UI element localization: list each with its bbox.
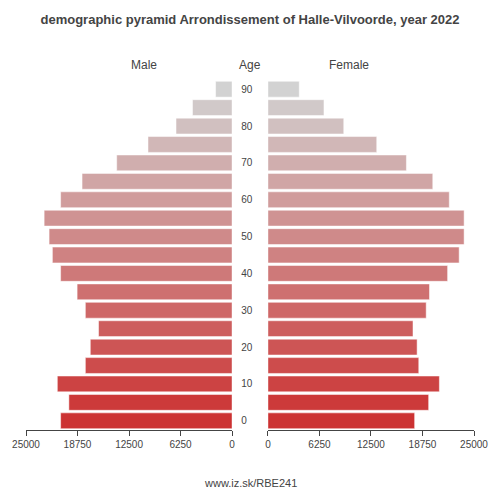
svg-text:18750: 18750 [409,439,437,450]
svg-text:70: 70 [241,157,253,168]
svg-text:0: 0 [229,439,235,450]
svg-text:30: 30 [241,305,253,316]
svg-text:12500: 12500 [357,439,385,450]
svg-text:90: 90 [241,84,253,95]
svg-text:80: 80 [241,121,253,132]
svg-text:0: 0 [241,415,247,426]
svg-text:6250: 6250 [308,439,331,450]
svg-text:50: 50 [241,231,253,242]
svg-text:Male: Male [131,58,157,72]
svg-text:10: 10 [241,378,253,389]
svg-text:6250: 6250 [169,439,192,450]
svg-text:40: 40 [241,268,253,279]
svg-text:0: 0 [265,439,271,450]
svg-text:www.iz.sk/RBE241: www.iz.sk/RBE241 [204,477,297,489]
svg-text:18750: 18750 [64,439,92,450]
svg-text:demographic pyramid Arrondisse: demographic pyramid Arrondissement of Ha… [40,12,459,27]
svg-text:60: 60 [241,194,253,205]
svg-text:25000: 25000 [460,439,488,450]
svg-text:12500: 12500 [115,439,143,450]
svg-text:25000: 25000 [12,439,40,450]
svg-text:20: 20 [241,342,253,353]
svg-text:Female: Female [329,58,369,72]
svg-text:Age: Age [239,58,261,72]
